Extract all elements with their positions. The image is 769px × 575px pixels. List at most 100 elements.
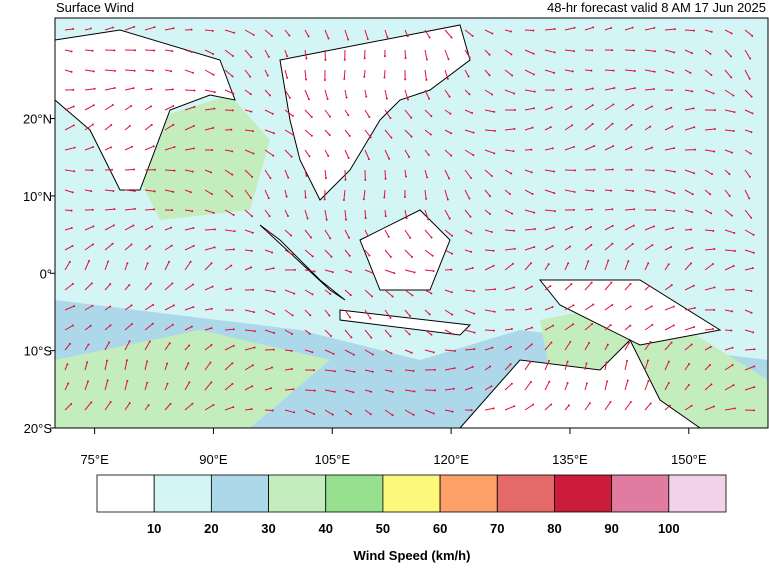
arrow-head	[626, 360, 628, 362]
arrow-head	[471, 387, 473, 389]
arrow-head	[253, 311, 255, 313]
arrow-head	[370, 136, 372, 138]
arrow-head	[273, 349, 275, 351]
arrow-head	[428, 154, 430, 156]
arrow-head	[425, 198, 427, 200]
arrow-head	[634, 70, 636, 72]
arrow-head	[730, 76, 732, 78]
arrow-head	[647, 262, 649, 264]
arrow-head	[673, 51, 675, 53]
arrow-head	[434, 389, 436, 391]
lon-tick-label: 105°E	[314, 452, 350, 467]
arrow-head	[733, 130, 735, 132]
arrow-head	[232, 55, 234, 57]
arrow-head	[344, 59, 346, 61]
lon-tick-label: 90°E	[199, 452, 228, 467]
arrow-head	[287, 177, 289, 179]
arrow-head	[514, 128, 516, 130]
wind-arrow	[384, 190, 385, 197]
arrow-head	[324, 59, 326, 61]
arrow-head	[552, 325, 554, 327]
arrow-head	[553, 226, 555, 228]
arrow-head	[712, 230, 714, 232]
arrow-head	[171, 50, 173, 52]
arrow-head	[66, 363, 68, 365]
arrow-head	[350, 336, 352, 338]
arrow-head	[651, 147, 653, 149]
arrow-head	[231, 75, 233, 77]
arrow-head	[173, 27, 175, 29]
arrow-head	[606, 380, 608, 382]
arrow-head	[607, 344, 609, 346]
arrow-head	[570, 88, 572, 90]
arrow-head	[385, 215, 387, 217]
arrow-head	[653, 88, 655, 90]
arrow-head	[131, 304, 133, 306]
wind-arrow	[485, 330, 494, 331]
arrow-head	[591, 49, 593, 51]
arrow-head	[192, 227, 194, 229]
arrow-head	[430, 115, 432, 117]
arrow-head	[213, 108, 215, 110]
arrow-head	[404, 78, 406, 80]
arrow-head	[573, 209, 575, 211]
wind-arrow	[385, 170, 386, 179]
arrow-head	[430, 292, 432, 294]
arrow-head	[370, 337, 372, 339]
arrow-head	[493, 407, 495, 409]
arrow-head	[673, 192, 675, 194]
arrow-head	[509, 193, 511, 195]
arrow-head	[432, 255, 434, 257]
arrow-head	[548, 263, 550, 265]
arrow-head	[729, 195, 731, 197]
arrow-head	[325, 177, 327, 179]
arrow-head	[493, 111, 495, 113]
arrow-head	[234, 230, 236, 232]
arrow-head	[554, 51, 556, 53]
arrow-head	[369, 317, 371, 319]
arrow-head	[530, 262, 532, 264]
arrow-head	[532, 29, 534, 31]
arrow-head	[613, 87, 615, 89]
arrow-head	[489, 213, 491, 215]
arrow-head	[153, 26, 155, 28]
arrow-head	[305, 79, 307, 81]
arrow-head	[126, 380, 128, 382]
arrow-head	[429, 37, 431, 39]
arrow-head	[749, 176, 751, 178]
arrow-head	[71, 71, 73, 73]
arrow-head	[733, 384, 735, 386]
arrow-head	[332, 414, 334, 416]
arrow-head	[212, 30, 214, 32]
arrow-head	[494, 130, 496, 132]
arrow-head	[329, 134, 331, 136]
arrow-head	[350, 271, 352, 273]
arrow-head	[312, 255, 314, 257]
arrow-head	[753, 252, 755, 254]
arrow-head	[753, 386, 755, 388]
arrow-head	[312, 293, 314, 295]
arrow-head	[333, 353, 335, 355]
arrow-head	[211, 262, 213, 264]
arrow-head	[413, 414, 415, 416]
arrow-head	[732, 347, 734, 349]
arrow-head	[713, 92, 715, 94]
lon-tick-label: 150°E	[671, 452, 707, 467]
arrow-head	[532, 193, 534, 195]
arrow-head	[533, 73, 535, 75]
arrow-head	[404, 196, 406, 198]
arrow-head	[92, 124, 94, 126]
arrow-head	[630, 401, 632, 403]
arrow-head	[253, 34, 255, 36]
arrow-head	[150, 88, 152, 90]
arrow-head	[651, 105, 653, 107]
arrow-head	[712, 328, 714, 330]
arrow-head	[554, 210, 556, 212]
arrow-head	[469, 216, 471, 218]
arrow-head	[112, 243, 114, 245]
wind-arrow	[165, 89, 173, 90]
arrow-head	[651, 305, 653, 307]
arrow-head	[392, 391, 394, 393]
arrow-head	[590, 70, 592, 72]
arrow-head	[692, 193, 694, 195]
